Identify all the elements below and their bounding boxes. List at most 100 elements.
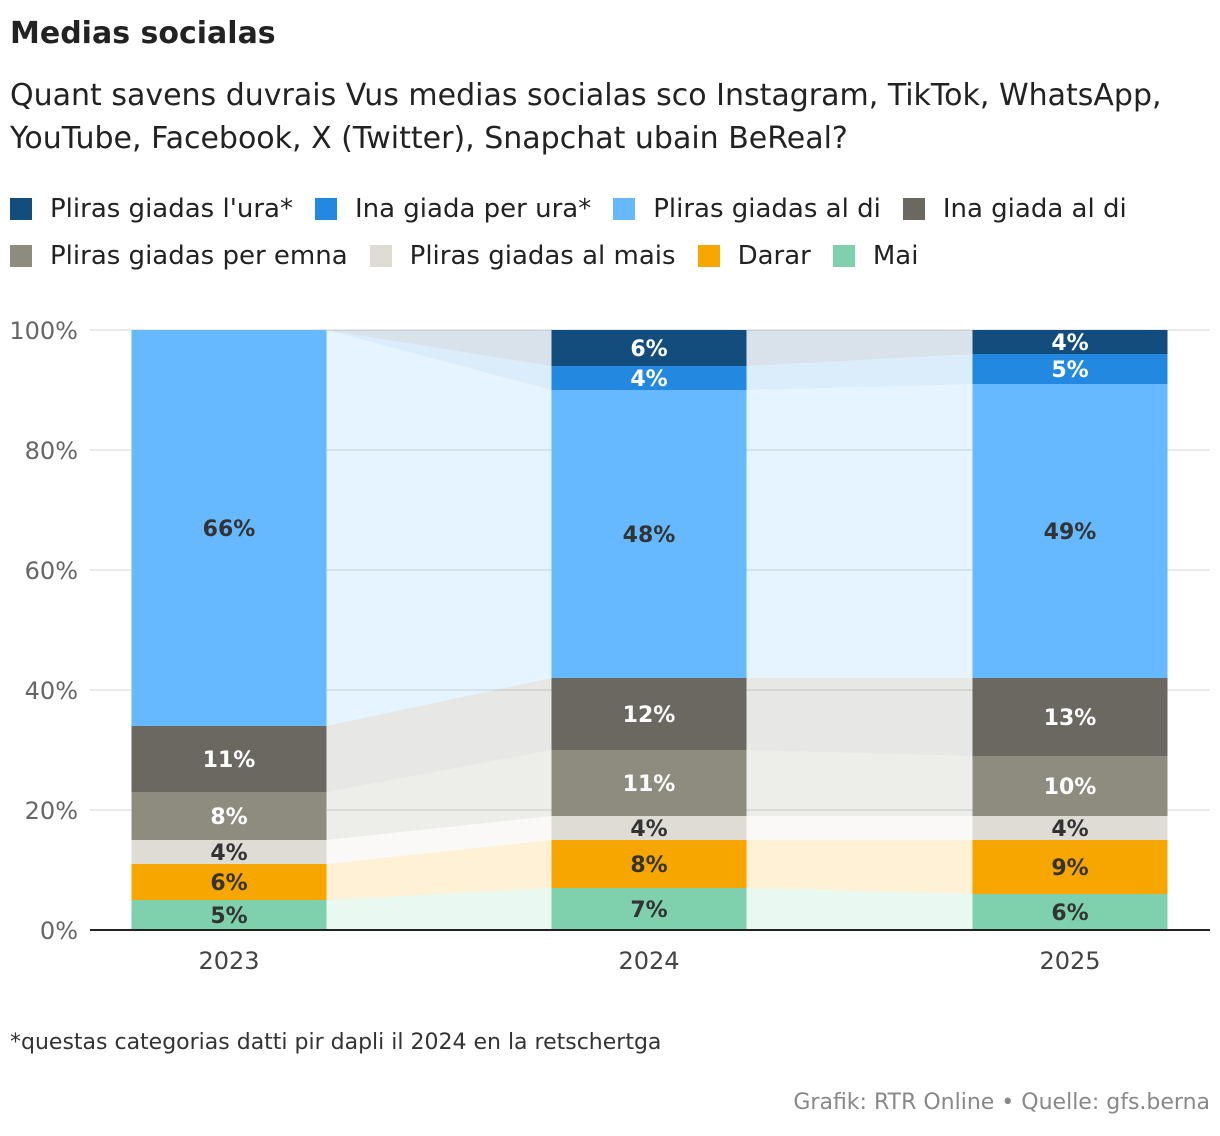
connector-band (326, 840, 552, 900)
bar-segment (551, 816, 747, 840)
legend-item: Darar (697, 240, 811, 271)
data-label: 6% (210, 871, 247, 896)
y-tick-label: 100% (9, 317, 78, 345)
connector-band (746, 888, 973, 930)
chart-title: Medias socialas (10, 16, 276, 51)
data-label: 13% (1044, 706, 1097, 731)
bar-segment (551, 390, 747, 678)
connector-band (746, 678, 973, 756)
legend-row-2: Pliras giadas per emna Pliras giadas al … (10, 232, 1210, 279)
connector-band (326, 330, 552, 726)
footnote: *questas categorias datti pir dapli il 2… (10, 1030, 662, 1055)
bar-segment (972, 678, 1168, 756)
chart-subtitle: Quant savens duvrais Vus medias socialas… (10, 78, 1162, 156)
x-tick-label: 2023 (198, 947, 259, 975)
data-label: 66% (203, 517, 256, 542)
data-label: 4% (630, 817, 667, 842)
bar-segment (551, 330, 747, 366)
bar-segment (972, 894, 1168, 930)
y-tick-label: 0% (40, 917, 78, 945)
data-label: 10% (1044, 775, 1097, 800)
legend-swatch (902, 197, 925, 220)
legend-swatch (314, 197, 337, 220)
legend-label: Pliras giadas l'ura* (50, 193, 293, 224)
legend-item: Ina giada al di (902, 193, 1127, 224)
y-tick-label: 80% (25, 437, 78, 465)
connector-band (326, 678, 552, 792)
connector-band (746, 750, 973, 816)
data-label: 48% (623, 523, 676, 548)
data-label: 6% (1051, 901, 1088, 926)
y-tick-label: 20% (25, 797, 78, 825)
legend-label: Mai (872, 240, 919, 271)
bar-segment (131, 864, 327, 900)
bar-segment (131, 726, 327, 792)
legend-item: Pliras giadas per emna (10, 241, 348, 271)
bar-segment (551, 366, 747, 390)
bar-segment (972, 330, 1168, 354)
data-label: 8% (630, 853, 667, 878)
legend-swatch (10, 197, 32, 220)
data-label: 6% (630, 337, 667, 362)
legend-item: Mai (832, 240, 919, 271)
legend-label: Pliras giadas al mais (409, 240, 676, 271)
bar-segment (551, 678, 747, 750)
data-label: 5% (1051, 358, 1088, 383)
connector-band (326, 750, 552, 840)
legend-item: Pliras giadas al mais (369, 240, 676, 271)
bar-segment (131, 840, 327, 864)
data-label: 49% (1044, 520, 1097, 545)
legend-swatch (369, 244, 392, 267)
legend-item: Pliras giadas l'ura* (10, 194, 293, 224)
connector-band (326, 330, 552, 390)
bar-segment (131, 330, 327, 726)
data-label: 4% (1051, 331, 1088, 356)
legend-label: Ina giada al di (942, 193, 1127, 224)
bar-segment (972, 354, 1168, 384)
bar-segment (131, 792, 327, 840)
legend-label: Ina giada per ura* (354, 193, 592, 224)
data-label: 8% (210, 805, 247, 830)
bar-segment (972, 840, 1168, 894)
bar-segment (972, 384, 1168, 678)
stacked-bar-chart: 0% 20% 40% 60% 80% 100% 5% 6% 4% 8% 11% 66% 2023 7% 8%… (9, 317, 1210, 975)
bar-segment (551, 750, 747, 816)
data-label: 4% (630, 367, 667, 392)
data-label: 11% (623, 772, 676, 797)
connector-band (746, 330, 973, 366)
x-tick-label: 2024 (618, 947, 679, 975)
legend-item: Ina giada per ura* (314, 193, 592, 224)
bar-segment (972, 756, 1168, 816)
data-label: 5% (210, 904, 247, 929)
y-tick-label: 60% (25, 557, 78, 585)
data-label: 4% (210, 841, 247, 866)
bar-segment (131, 900, 327, 930)
connector-band (746, 354, 973, 390)
legend-label: Darar (737, 240, 811, 271)
bar-segment (972, 816, 1168, 840)
legend-swatch (10, 244, 32, 267)
legend: Pliras giadas l'ura* Ina giada per ura* … (10, 185, 1210, 279)
connector-band (326, 888, 552, 930)
source-credit: Grafik: RTR Online • Quelle: gfs.berna (793, 1090, 1210, 1115)
legend-swatch (613, 197, 636, 220)
data-label: 7% (630, 898, 667, 923)
connector-band (746, 384, 973, 678)
data-label: 9% (1051, 856, 1088, 881)
connector-band (326, 330, 552, 366)
data-label: 4% (1051, 817, 1088, 842)
legend-swatch (697, 244, 720, 267)
connector-band (746, 840, 973, 894)
bar-segment (551, 840, 747, 888)
data-label: 11% (203, 748, 256, 773)
legend-row-1: Pliras giadas l'ura* Ina giada per ura* … (10, 185, 1210, 232)
legend-item: Pliras giadas al di (613, 194, 881, 224)
y-tick-label: 40% (25, 677, 78, 705)
connector-band (746, 816, 973, 840)
bar-segment (551, 888, 747, 930)
legend-swatch (832, 244, 855, 267)
connector-band (326, 816, 552, 864)
data-label: 12% (623, 703, 676, 728)
x-tick-label: 2025 (1039, 947, 1100, 975)
legend-label: Pliras giadas al di (653, 193, 881, 224)
